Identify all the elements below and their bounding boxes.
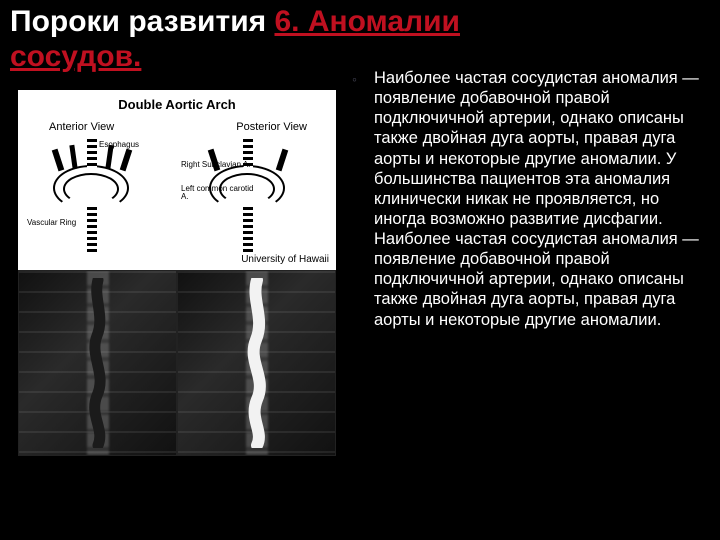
slide-title: Пороки развития 6. Аномалии сосудов. (10, 5, 700, 74)
diagram-credit: University of Hawaii (241, 254, 329, 265)
lbl-left-common-carotid: Left common carotid A. (181, 185, 259, 202)
lbl-right-subclavian: Right Subclavian A. (181, 161, 251, 169)
anterior-drawing: Esophagus Vascular Ring (29, 139, 169, 259)
diagram-panel: Double Aortic Arch Anterior View Posteri… (18, 90, 336, 270)
title-plain: Пороки развития (10, 5, 274, 38)
view-label-posterior: Posterior View (236, 121, 307, 133)
title-red-2: сосудов. (10, 40, 141, 73)
xray-pair (18, 270, 336, 456)
bullet-icon: ◦ (352, 71, 364, 88)
lbl-vascular-ring: Vascular Ring (27, 219, 87, 227)
slide-root: Пороки развития 6. Аномалии сосудов. Dou… (0, 0, 720, 540)
diagram-title: Double Aortic Arch (19, 97, 335, 112)
title-red-1: 6. Аномалии (274, 5, 460, 38)
esophagus-contrast-dark (83, 278, 113, 447)
body-text: ◦ Наиболее частая сосудистая аномалия — … (352, 68, 700, 330)
esophagus-contrast-light (242, 278, 272, 447)
figure-group: Double Aortic Arch Anterior View Posteri… (18, 90, 336, 456)
xray-left (18, 270, 177, 456)
body-paragraph: Наиболее частая сосудистая аномалия — по… (374, 68, 700, 330)
posterior-drawing: Right Subclavian A. Left common carotid … (185, 139, 325, 259)
lbl-esophagus: Esophagus (99, 141, 139, 149)
view-label-anterior: Anterior View (49, 121, 114, 133)
xray-right (177, 270, 336, 456)
